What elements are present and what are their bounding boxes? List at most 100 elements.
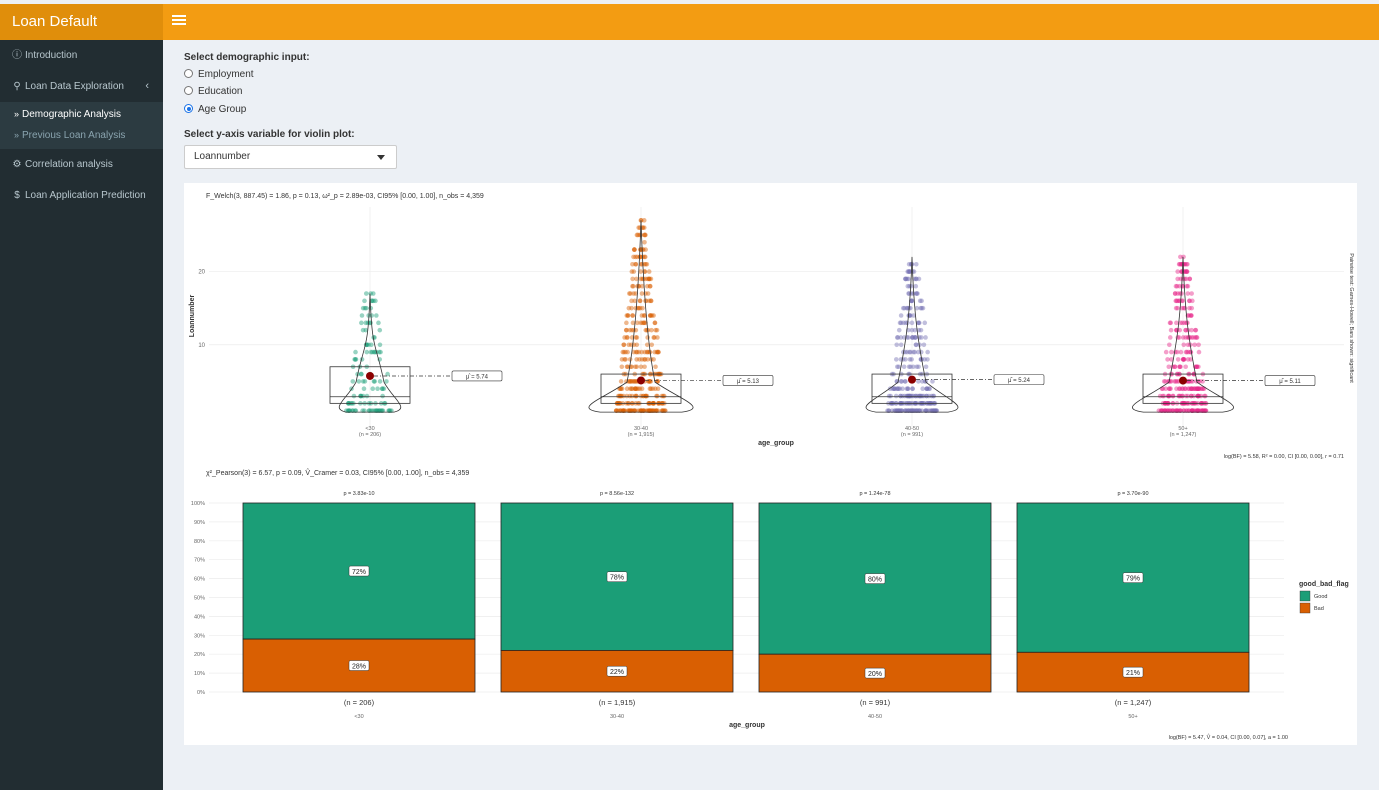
violin-point-30-40 — [622, 357, 627, 362]
violin-point-30-40 — [651, 313, 656, 318]
violin-point-30-40 — [628, 291, 633, 296]
violin-point-50+ — [1192, 335, 1198, 340]
sidebar-subitem-previous-loan-analysis[interactable]: » Previous Loan Analysis — [14, 130, 126, 141]
violin-point-30-40 — [647, 386, 653, 392]
violin-point-30-40 — [619, 393, 624, 399]
sidebar-item-correlation-analysis[interactable]: ⚙ Correlation analysis — [0, 149, 163, 180]
violin-point-30-40 — [627, 357, 633, 362]
violin-point-30-40 — [643, 232, 648, 238]
violin-point-40-50 — [906, 276, 911, 282]
violin-point-30-40 — [642, 357, 648, 362]
violin-point-50+ — [1189, 335, 1194, 340]
bar-ytick-label: 10% — [194, 671, 205, 677]
sidebar-item-loan-application-prediction[interactable]: $ Loan Application Prediction — [0, 180, 163, 211]
bar-good-label-box-<30 — [348, 565, 370, 577]
bar-xtick-40-50: 40-50 — [868, 714, 882, 720]
violin-point-<30 — [363, 291, 369, 296]
bar-n-label-30-40: (n = 1,915) — [599, 698, 636, 707]
violin-point-40-50 — [910, 364, 916, 370]
violin-point-30-40 — [633, 349, 639, 355]
violin-point-<30 — [369, 298, 375, 304]
violin-point-40-50 — [910, 335, 916, 340]
violin-point-40-50 — [916, 379, 921, 384]
radio-education[interactable]: Education — [184, 85, 242, 99]
radio-button[interactable] — [184, 86, 193, 95]
caret-down-icon — [377, 155, 385, 160]
violin-point-50+ — [1184, 269, 1189, 274]
violin-point-30-40 — [636, 225, 641, 230]
violin-point-30-40 — [652, 320, 658, 326]
violin-point-40-50 — [902, 393, 908, 399]
sidebar-subitem-demographic-analysis[interactable]: » Demographic Analysis — [14, 109, 121, 120]
bar-ytick-label: 80% — [194, 539, 205, 545]
violin-point-30-40 — [638, 276, 644, 282]
radio-age-group[interactable]: Age Group — [184, 103, 246, 117]
violin-point-30-40 — [653, 386, 658, 392]
violin-point-40-50 — [888, 393, 893, 399]
violin-point-<30 — [358, 393, 364, 399]
violin-point-40-50 — [902, 276, 908, 282]
violin-point-50+ — [1188, 386, 1194, 392]
box-40-50 — [871, 373, 953, 404]
violin-point-50+ — [1187, 305, 1192, 311]
violin-ytick-label: 20 — [198, 270, 205, 276]
violin-point-50+ — [1169, 357, 1174, 362]
violin-point-50+ — [1196, 349, 1202, 355]
violin-point-<30 — [377, 379, 383, 384]
violin-right-note: Pairwise test: Games-Howell; Bars shown:… — [1348, 253, 1354, 383]
violin-point-30-40 — [618, 393, 624, 399]
violin-point-50+ — [1173, 305, 1179, 311]
violin-point-50+ — [1189, 386, 1194, 392]
violin-point-50+ — [1189, 327, 1194, 333]
violin-point-30-40 — [642, 254, 648, 260]
violin-point-30-40 — [640, 283, 645, 289]
mean-point-40-50 — [908, 375, 916, 384]
sidebar-item-introduction[interactable]: ⓘ Introduction — [0, 40, 163, 71]
violin-point-50+ — [1183, 349, 1189, 355]
violin-point-50+ — [1176, 393, 1182, 399]
violin-point-50+ — [1185, 357, 1191, 362]
bar-p-label-40-50: p = 1.24e-78 — [859, 491, 890, 497]
radio-employment[interactable]: Employment — [184, 68, 254, 82]
violin-point-50+ — [1195, 393, 1201, 399]
violin-point-40-50 — [900, 386, 905, 392]
violin-point-50+ — [1190, 298, 1195, 304]
violin-point-40-50 — [919, 298, 924, 304]
radio-button[interactable] — [184, 69, 193, 78]
violin-point-30-40 — [659, 393, 665, 399]
violin-point-50+ — [1194, 335, 1199, 340]
violin-point-30-40 — [627, 393, 633, 399]
violin-point-40-50 — [907, 393, 913, 399]
violin-point-30-40 — [641, 313, 647, 318]
violin-point-50+ — [1185, 291, 1191, 296]
violin-point-40-50 — [908, 393, 914, 399]
radio-button-selected[interactable] — [184, 104, 193, 113]
violin-point-30-40 — [632, 379, 638, 384]
violin-point-30-40 — [624, 313, 630, 318]
violin-point-30-40 — [623, 349, 628, 355]
violin-point-30-40 — [655, 393, 660, 399]
violin-point-50+ — [1189, 313, 1194, 318]
violin-point-30-40 — [646, 276, 652, 282]
bar-bad-label-40-50: 20% — [868, 671, 882, 678]
violin-point-30-40 — [645, 349, 650, 355]
violin-point-50+ — [1170, 393, 1176, 399]
violin-point-30-40 — [625, 335, 630, 340]
violin-point-50+ — [1193, 386, 1198, 392]
violin-xlabel: age_group — [758, 440, 794, 447]
violin-xtick-<30: <30 — [365, 426, 374, 432]
violin-point-30-40 — [629, 298, 634, 304]
violin-point-40-50 — [895, 386, 900, 392]
violin-point-40-50 — [892, 386, 898, 392]
violin-point-40-50 — [913, 342, 919, 348]
bar-bad-label-box-50+ — [1122, 666, 1144, 678]
sidebar-toggle-icon[interactable] — [172, 13, 186, 27]
violin-point-30-40 — [632, 393, 638, 399]
sidebar-item-loan-data-exploration[interactable]: ⚲ Loan Data Exploration ‹ — [0, 71, 163, 102]
violin-point-30-40 — [643, 393, 649, 399]
violin-point-50+ — [1169, 349, 1174, 355]
yaxis-variable-select[interactable]: Loannumber — [184, 145, 397, 169]
violin-point-<30 — [358, 393, 363, 399]
violin-point-<30 — [362, 379, 368, 384]
violin-shape-30-40 — [588, 220, 694, 413]
